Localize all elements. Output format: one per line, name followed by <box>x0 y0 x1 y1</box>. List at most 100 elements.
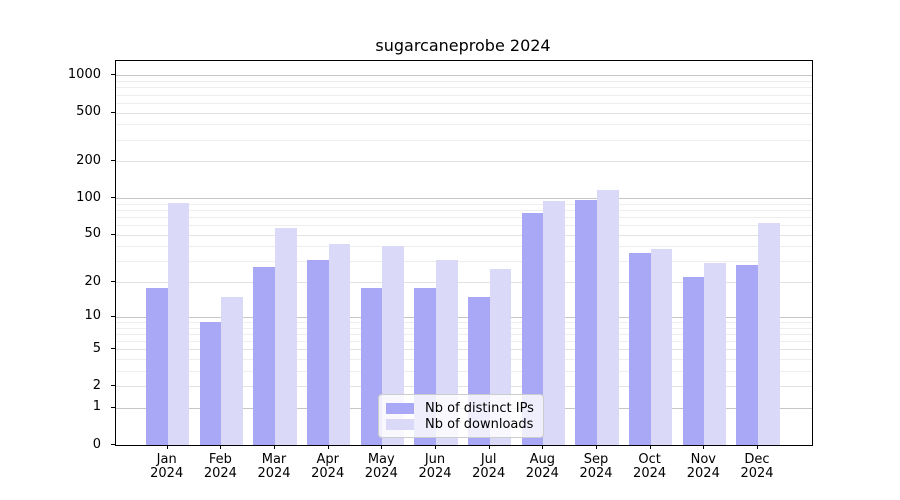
bar-distinct-ips-oct <box>629 253 651 445</box>
x-tick-label-mar: Mar 2024 <box>257 452 291 481</box>
gridline-y-700 <box>116 94 812 96</box>
x-tick-mark-nov <box>703 445 705 449</box>
bar-distinct-ips-nov <box>682 277 705 445</box>
bar-distinct-ips-sep <box>575 200 597 445</box>
y-tick-label-200: 200 <box>76 152 101 168</box>
y-tick-mark-1 <box>111 406 115 408</box>
y-tick-mark-50 <box>111 233 115 235</box>
gridline-y-800 <box>116 87 812 89</box>
y-tick-label-0: 0 <box>92 436 101 452</box>
x-tick-mark-sep <box>596 445 597 449</box>
legend-row-downloads: Nb of downloads <box>386 417 535 432</box>
y-tick-mark-5 <box>111 348 115 350</box>
bar-downloads-oct <box>650 249 673 445</box>
bar-downloads-dec <box>758 222 780 445</box>
y-axis: 0 1 2 5 10 20 50 100 200 500 1000 <box>0 60 115 452</box>
y-tick-label-10: 10 <box>84 308 101 324</box>
gridline-y-400 <box>116 124 812 126</box>
plot-area: Nb of distinct IPs Nb of downloads <box>115 60 813 446</box>
bar-downloads-aug <box>543 200 565 445</box>
bar-distinct-ips-dec <box>736 264 758 445</box>
gridline-y-40 <box>116 246 812 248</box>
gridline-y-10 <box>116 316 812 318</box>
gridline-y-60 <box>116 225 812 227</box>
x-tick-mark-aug <box>542 445 544 449</box>
legend-row-distinct-ips: Nb of distinct IPs <box>386 401 535 416</box>
gridline-y-3 <box>116 370 812 372</box>
gridline-y-200 <box>116 161 812 163</box>
y-tick-label-100: 100 <box>76 189 101 205</box>
gridline-y-70 <box>116 217 812 218</box>
y-tick-label-20: 20 <box>84 273 101 289</box>
y-tick-mark-2 <box>111 385 115 387</box>
x-tick-mark-feb <box>220 445 222 449</box>
x-tick-label-nov: Nov 2024 <box>686 452 720 481</box>
x-tick-mark-jul <box>488 445 490 449</box>
gridline-y-1000 <box>116 75 812 77</box>
x-tick-mark-mar <box>274 445 275 449</box>
gridline-y-500 <box>116 112 812 114</box>
x-tick-mark-oct <box>649 445 651 449</box>
gridline-y-8 <box>116 327 812 329</box>
gridline-y-4 <box>116 358 812 360</box>
y-tick-label-1: 1 <box>92 399 101 415</box>
gridline-y-600 <box>116 102 812 104</box>
bar-distinct-ips-feb <box>199 321 222 445</box>
x-tick-label-jun: Jun 2024 <box>418 452 452 481</box>
y-tick-mark-100 <box>111 197 115 199</box>
x-tick-mark-dec <box>757 445 758 449</box>
bar-distinct-ips-aug <box>521 212 544 445</box>
x-tick-label-sep: Sep 2024 <box>579 452 613 481</box>
chart-title: sugarcaneprobe 2024 <box>375 36 551 55</box>
gridline-y-900 <box>116 81 812 83</box>
x-tick-mark-jan <box>166 445 168 449</box>
gridline-y-50 <box>116 234 812 236</box>
y-tick-mark-0 <box>111 444 115 445</box>
x-tick-label-dec: Dec 2024 <box>740 452 774 481</box>
y-tick-label-5: 5 <box>92 340 101 356</box>
x-tick-label-jan: Jan 2024 <box>150 452 184 481</box>
y-tick-label-50: 50 <box>84 226 101 242</box>
bar-downloads-mar <box>275 227 297 445</box>
bar-downloads-apr <box>328 243 351 445</box>
gridline-y-30 <box>116 261 812 263</box>
y-tick-label-500: 500 <box>76 104 101 119</box>
gridline-y-5 <box>116 349 812 351</box>
gridline-y-90 <box>116 203 812 205</box>
legend-label-distinct-ips: Nb of distinct IPs <box>425 401 534 416</box>
y-tick-mark-1000 <box>111 74 115 76</box>
bar-distinct-ips-apr <box>307 259 329 445</box>
gridline-y-6 <box>116 340 812 342</box>
x-tick-label-feb: Feb 2024 <box>203 452 237 481</box>
x-tick-label-aug: Aug 2024 <box>525 452 559 481</box>
x-tick-mark-apr <box>327 445 329 449</box>
bar-downloads-sep <box>597 190 619 445</box>
bar-downloads-jan <box>167 203 190 445</box>
legend-swatch-downloads <box>386 419 414 430</box>
legend: Nb of distinct IPs Nb of downloads <box>378 394 544 438</box>
gridline-y-7 <box>116 333 812 335</box>
bar-downloads-feb <box>221 296 243 445</box>
bar-downloads-nov <box>704 263 726 445</box>
gridline-y-20 <box>116 282 812 284</box>
gridline-y-100 <box>116 198 812 200</box>
gridline-y-80 <box>116 209 812 211</box>
y-tick-label-1000: 1000 <box>67 66 101 82</box>
legend-swatch-distinct-ips <box>386 403 414 414</box>
y-tick-label-2: 2 <box>92 377 101 393</box>
x-tick-label-may: May 2024 <box>364 452 398 481</box>
x-tick-label-oct: Oct 2024 <box>633 452 667 481</box>
legend-label-downloads: Nb of downloads <box>425 417 534 432</box>
y-tick-mark-20 <box>111 281 115 283</box>
y-tick-mark-500 <box>111 111 115 113</box>
bar-distinct-ips-may <box>360 287 383 445</box>
y-tick-mark-10 <box>111 315 115 317</box>
bar-distinct-ips-jan <box>146 287 168 445</box>
x-tick-mark-may <box>381 445 383 449</box>
x-axis: Jan 2024 Feb 2024 Mar 2024 Apr 2024 May 2024 Jun 20… <box>115 445 811 495</box>
gridline-y-300 <box>116 139 812 141</box>
bar-distinct-ips-mar <box>253 266 275 445</box>
gridline-y-9 <box>116 321 812 323</box>
y-tick-mark-200 <box>111 160 115 162</box>
x-tick-label-apr: Apr 2024 <box>311 452 345 481</box>
